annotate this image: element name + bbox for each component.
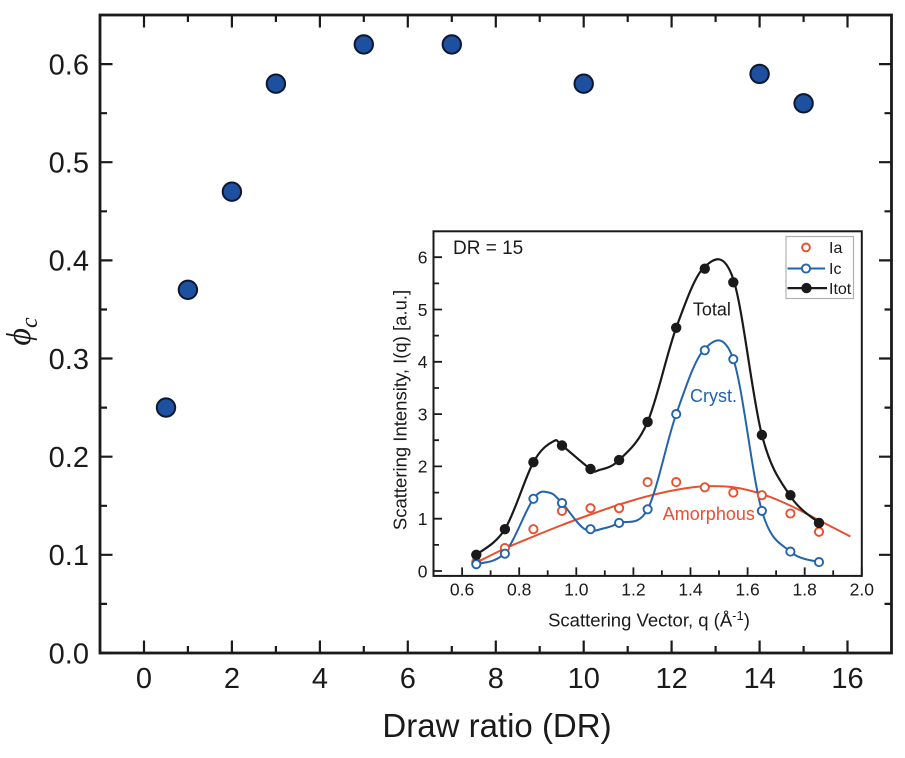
svg-text:0.6: 0.6 <box>450 580 474 600</box>
svg-text:Ia: Ia <box>829 240 842 257</box>
svg-text:Cryst.: Cryst. <box>690 386 737 406</box>
svg-text:Ic: Ic <box>829 261 841 278</box>
svg-text:6: 6 <box>418 248 428 268</box>
svg-text:Scattering Vector, q (Å-1): Scattering Vector, q (Å-1) <box>548 608 750 631</box>
svg-text:Total: Total <box>693 299 731 319</box>
svg-text:0.2: 0.2 <box>49 442 89 474</box>
svg-text:0: 0 <box>136 663 152 695</box>
svg-text:16: 16 <box>831 663 863 695</box>
svg-text:10: 10 <box>568 663 600 695</box>
svg-text:Draw ratio (DR): Draw ratio (DR) <box>382 707 611 744</box>
svg-text:3: 3 <box>418 404 428 424</box>
svg-text:0.0: 0.0 <box>49 638 89 670</box>
svg-text:1.4: 1.4 <box>678 580 703 600</box>
svg-text:4: 4 <box>312 663 328 695</box>
svg-text:1.6: 1.6 <box>735 580 759 600</box>
svg-text:0.1: 0.1 <box>49 540 89 572</box>
svg-text:1.2: 1.2 <box>621 580 645 600</box>
svg-text:14: 14 <box>743 663 775 695</box>
svg-text:Amorphous: Amorphous <box>663 504 755 524</box>
svg-text:1.0: 1.0 <box>564 580 589 600</box>
svg-text:0.5: 0.5 <box>49 148 89 180</box>
svg-text:1.8: 1.8 <box>793 580 817 600</box>
svg-text:12: 12 <box>655 663 687 695</box>
svg-text:Scattering Intensity, I(q) [a.: Scattering Intensity, I(q) [a.u.] <box>390 290 411 530</box>
svg-text:4: 4 <box>418 352 428 372</box>
svg-text:Itot: Itot <box>829 281 852 298</box>
svg-text:2: 2 <box>418 457 428 477</box>
svg-text:DR = 15: DR = 15 <box>453 238 523 259</box>
svg-text:2.0: 2.0 <box>850 580 875 600</box>
svg-text:0.4: 0.4 <box>49 246 89 278</box>
svg-text:0.8: 0.8 <box>507 580 531 600</box>
svg-text:0.6: 0.6 <box>49 49 89 81</box>
svg-text:1: 1 <box>418 509 428 529</box>
svg-text:0.3: 0.3 <box>49 344 89 376</box>
svg-text:0: 0 <box>418 561 428 581</box>
svg-text:6: 6 <box>400 663 416 695</box>
svg-text:2: 2 <box>224 663 240 695</box>
svg-text:8: 8 <box>488 663 504 695</box>
svg-text:5: 5 <box>418 300 428 320</box>
